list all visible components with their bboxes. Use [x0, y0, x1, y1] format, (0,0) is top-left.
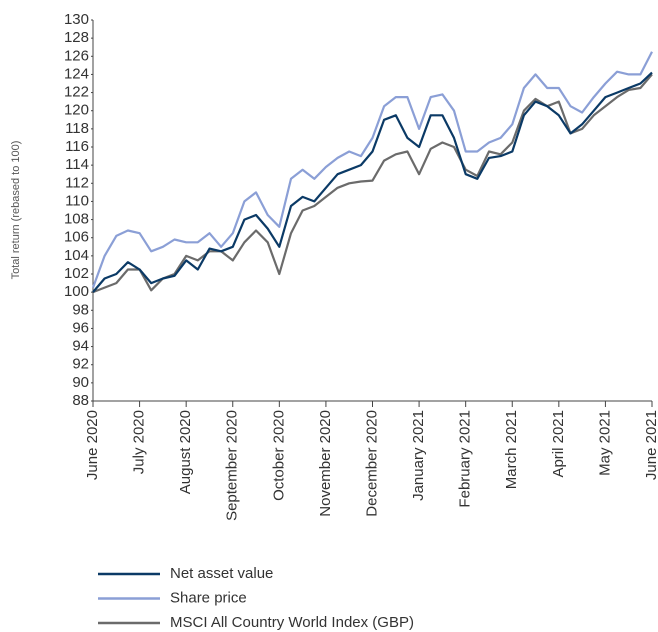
y-tick-label: 90	[72, 374, 89, 391]
series-line	[92, 71, 653, 293]
x-tick-label: May 2021	[596, 410, 613, 476]
legend-label: Net asset value	[170, 565, 273, 582]
x-tick-label: June 2020	[84, 410, 101, 480]
x-tick-label: November 2020	[317, 410, 334, 517]
x-tick-label: August 2020	[177, 410, 194, 494]
x-tick-label: April 2021	[550, 410, 567, 478]
x-tick-label: February 2021	[457, 410, 474, 508]
x-tick-label: October 2020	[270, 410, 287, 501]
series-line	[92, 73, 653, 294]
y-tick-label: 106	[64, 229, 89, 246]
y-tick-label: 92	[72, 356, 89, 373]
y-tick-label: 108	[64, 211, 89, 228]
legend-label: Share price	[170, 589, 247, 606]
y-tick-label: 122	[64, 84, 89, 101]
y-tick-label: 126	[64, 47, 89, 64]
series-line	[91, 51, 653, 288]
y-tick-label: 120	[64, 102, 89, 119]
y-tick-label: 116	[65, 138, 89, 155]
y-tick-label: 88	[72, 392, 89, 409]
y-tick-label: 128	[64, 29, 89, 46]
x-tick-label: July 2020	[131, 410, 148, 474]
y-tick-label: 96	[72, 319, 89, 336]
y-tick-label: 104	[64, 247, 89, 264]
y-tick-label: 114	[65, 156, 89, 173]
y-tick-label: 102	[64, 265, 89, 282]
y-tick-label: 94	[72, 338, 89, 355]
x-tick-label: January 2021	[410, 410, 427, 501]
legend-label: MSCI All Country World Index (GBP)	[170, 614, 414, 631]
x-tick-label: September 2020	[224, 410, 241, 521]
x-tick-label: March 2021	[503, 410, 520, 489]
y-tick-label: 130	[64, 11, 89, 28]
y-tick-label: 124	[64, 65, 89, 82]
y-tick-label: 118	[65, 120, 89, 137]
y-tick-label: 100	[64, 283, 89, 300]
y-tick-label: 112	[65, 174, 89, 191]
x-tick-label: December 2020	[363, 410, 380, 517]
y-axis-label: Total return (rebased to 100)	[10, 141, 22, 280]
x-tick-label: June 2021	[643, 410, 658, 480]
y-tick-label: 98	[72, 301, 89, 318]
y-tick-label: 110	[65, 192, 89, 209]
